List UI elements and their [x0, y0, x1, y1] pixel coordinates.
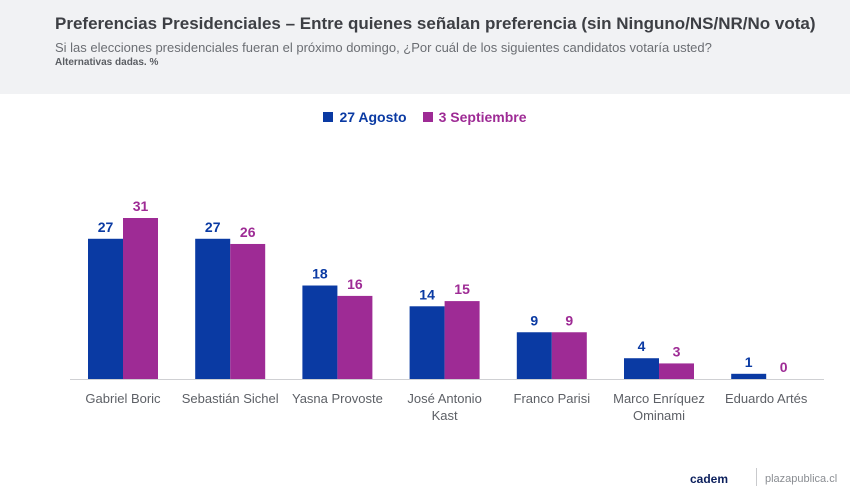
bar-1-3 [409, 306, 445, 379]
category-label-5-1: Ominami [633, 408, 685, 423]
category-label-1-0: Sebastián Sichel [182, 391, 279, 406]
category-label-5-0: Marco Enríquez [613, 391, 705, 406]
legend-item-series-2: 3 Septiembre [422, 109, 527, 125]
data-label-2-4: 9 [565, 312, 573, 328]
legend-swatch-series-2 [422, 112, 433, 122]
data-label-2-3: 15 [454, 281, 470, 297]
data-label-2-5: 3 [673, 343, 681, 359]
bar-2-3 [444, 301, 480, 379]
footer-divider [756, 468, 757, 486]
cadem-logo: cadem [690, 472, 729, 486]
footer-site: plazapublica.cl [765, 473, 838, 485]
legend-swatch-series-1 [323, 112, 334, 122]
bar-1-2 [302, 285, 338, 379]
data-label-2-0: 31 [133, 198, 149, 214]
header-band: Preferencias Presidenciales – Entre quie… [0, 0, 850, 94]
legend-item-series-1: 27 Agosto [323, 109, 407, 125]
category-label-3-0: José Antonio [407, 391, 481, 406]
chart-subtitle: Si las elecciones presidenciales fueran … [55, 40, 712, 55]
category-label-3-1: Kast [432, 408, 458, 423]
chart-note: Alternativas dadas. % [55, 57, 159, 68]
data-label-1-3: 14 [419, 286, 435, 302]
data-label-1-0: 27 [98, 219, 114, 235]
data-label-2-2: 16 [347, 276, 363, 292]
data-label-1-2: 18 [312, 266, 328, 282]
bar-2-5 [659, 363, 694, 379]
bar-2-0 [123, 218, 158, 379]
chart-title: Preferencias Presidenciales – Entre quie… [55, 14, 816, 33]
data-label-2-1: 26 [240, 224, 256, 240]
bar-2-4 [551, 332, 587, 379]
bar-1-6 [731, 373, 767, 379]
bar-2-1 [230, 243, 266, 379]
data-label-1-6: 1 [745, 354, 753, 370]
category-label-2-0: Yasna Provoste [292, 391, 383, 406]
category-label-6-0: Eduardo Artés [725, 391, 808, 406]
data-label-1-4: 9 [530, 312, 538, 328]
legend-label-series-1: 27 Agosto [339, 109, 407, 125]
bar-1-5 [624, 358, 659, 379]
bar-1-4 [516, 332, 552, 379]
bar-2-2 [337, 295, 373, 379]
legend-label-series-2: 3 Septiembre [438, 109, 527, 125]
bar-1-0 [88, 238, 123, 379]
data-label-1-1: 27 [205, 219, 221, 235]
category-label-0-0: Gabriel Boric [85, 391, 161, 406]
legend: 27 Agosto 3 Septiembre [0, 109, 850, 125]
bar-1-1 [195, 238, 231, 379]
data-label-2-6: 0 [780, 359, 788, 375]
category-label-4-0: Franco Parisi [514, 391, 591, 406]
data-label-1-5: 4 [638, 338, 646, 354]
